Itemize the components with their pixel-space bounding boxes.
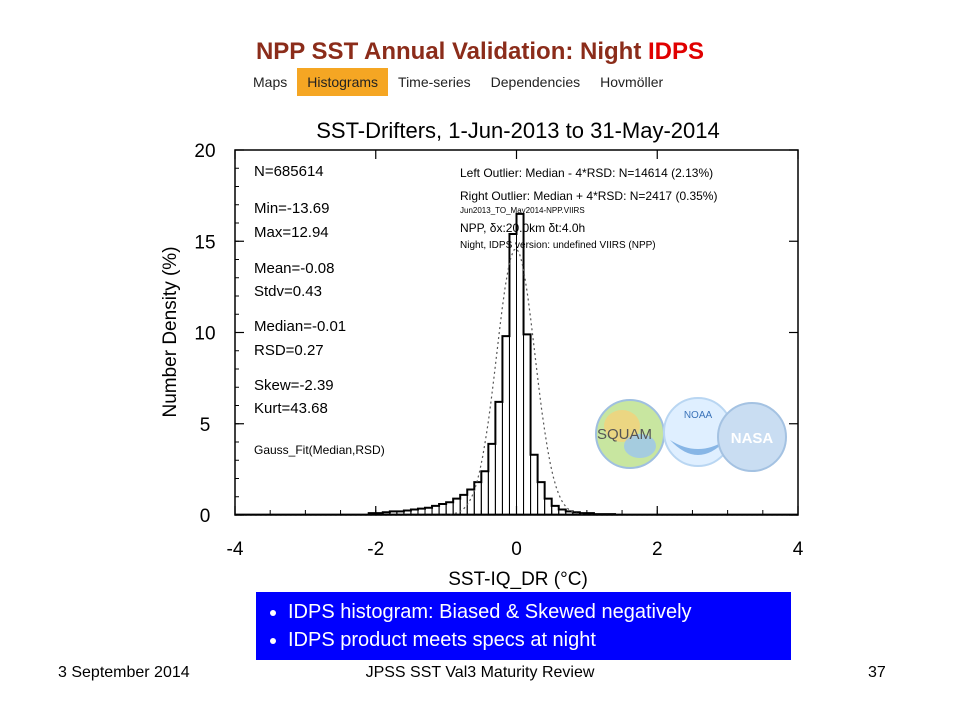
x-tick-label: -2: [367, 539, 384, 560]
stat-mean: Mean=-0.08: [254, 260, 334, 277]
x-tick-label: 2: [652, 539, 663, 560]
info-platform: NPP, δx:20.0km δt:4.0h: [460, 221, 585, 235]
histogram-bar: [445, 501, 454, 516]
noaa-logo: NOAA: [663, 397, 733, 467]
stat-median: Median=-0.01: [254, 318, 346, 335]
stat-kurt: Kurt=43.68: [254, 400, 328, 417]
squam-logo: SQUAM: [595, 399, 665, 469]
info-block: Left Outlier: Median - 4*RSD: N=14614 (2…: [460, 166, 717, 251]
stats-block: N=685614 Min=-13.69 Max=12.94 Mean=-0.08…: [254, 163, 385, 457]
x-tick-label: 0: [511, 539, 522, 560]
tab-time-series[interactable]: Time-series: [398, 74, 471, 90]
y-tick-label: 15: [194, 232, 215, 253]
histogram-bar: [530, 454, 539, 516]
logos: SQUAM NOAA NASA: [595, 397, 787, 472]
histogram-bar: [544, 498, 553, 516]
info-file: Jun2013_TO_May2014-NPP.VIIRS: [460, 206, 585, 215]
tab-hovmoller[interactable]: Hovmöller: [600, 74, 664, 90]
x-axis-label: SST-IQ_DR (°C): [448, 569, 588, 590]
title-main: NPP SST Annual Validation: Night: [255, 38, 648, 65]
nasa-logo-text: NASA: [731, 430, 774, 447]
histogram-outline: [367, 212, 617, 516]
tab-dependencies[interactable]: Dependencies: [490, 74, 581, 90]
x-tick-label: -4: [227, 539, 244, 560]
squam-logo-text: SQUAM: [597, 426, 652, 443]
y-tick-label: 10: [194, 324, 215, 345]
histogram-bar: [537, 481, 546, 516]
histogram-bar: [473, 481, 482, 516]
stat-max: Max=12.94: [254, 224, 329, 241]
chart-title: SST-Drifters, 1-Jun-2013 to 31-May-2014: [316, 118, 720, 143]
footer-date: 3 September 2014: [58, 664, 190, 681]
histogram-chart: SST-Drifters, 1-Jun-2013 to 31-May-2014 …: [160, 118, 804, 590]
x-tick-label: 4: [793, 539, 804, 560]
y-tick-label: 5: [200, 415, 211, 436]
histogram-bar: [516, 213, 525, 516]
stat-min: Min=-13.69: [254, 200, 329, 217]
histogram-bar: [466, 488, 475, 516]
histogram-bar: [459, 494, 468, 516]
info-version: Night, IDPS version: undefined VIIRS (NP…: [460, 240, 656, 251]
y-tick-label: 0: [200, 506, 211, 527]
info-right-outlier: Right Outlier: Median + 4*RSD: N=2417 (0…: [460, 189, 717, 203]
axis-ticks: -4 -2 0 2 4 0 5 10 15 20: [194, 141, 803, 560]
tab-maps[interactable]: Maps: [253, 74, 288, 90]
noaa-logo-text: NOAA: [684, 410, 713, 421]
summary-box: IDPS histogram: Biased & Skewed negative…: [256, 592, 791, 660]
tab-histograms[interactable]: Histograms: [297, 68, 389, 96]
histogram-bar: [494, 401, 503, 516]
info-left-outlier: Left Outlier: Median - 4*RSD: N=14614 (2…: [460, 166, 713, 180]
histogram-bar: [523, 333, 532, 516]
y-axis-label: Number Density (%): [160, 246, 181, 417]
summary-list: IDPS histogram: Biased & Skewed negative…: [268, 598, 779, 654]
stat-skew: Skew=-2.39: [254, 377, 334, 394]
slide-title: NPP SST Annual Validation: Night IDPS: [0, 38, 960, 66]
nasa-logo: NASA: [717, 402, 787, 472]
nav-tabs: Maps Histograms Time-series Dependencies…: [243, 68, 673, 96]
stat-n: N=685614: [254, 163, 324, 180]
footer-title: JPSS SST Val3 Maturity Review: [365, 664, 595, 681]
histogram-bar: [438, 503, 447, 516]
footer-page-number: 37: [868, 664, 886, 681]
stat-gauss-fit: Gauss_Fit(Median,RSD): [254, 443, 385, 457]
histogram-bar: [508, 233, 517, 516]
y-tick-label: 20: [194, 141, 215, 162]
summary-bullet-1: IDPS histogram: Biased & Skewed negative…: [288, 598, 779, 626]
histogram-bar: [487, 443, 496, 516]
summary-bullet-2: IDPS product meets specs at night: [288, 626, 779, 654]
histogram-bar: [501, 335, 510, 516]
stat-rsd: RSD=0.27: [254, 342, 324, 359]
histogram-bar: [480, 470, 489, 516]
title-accent: IDPS: [648, 38, 705, 65]
stat-stdv: Stdv=0.43: [254, 283, 322, 300]
